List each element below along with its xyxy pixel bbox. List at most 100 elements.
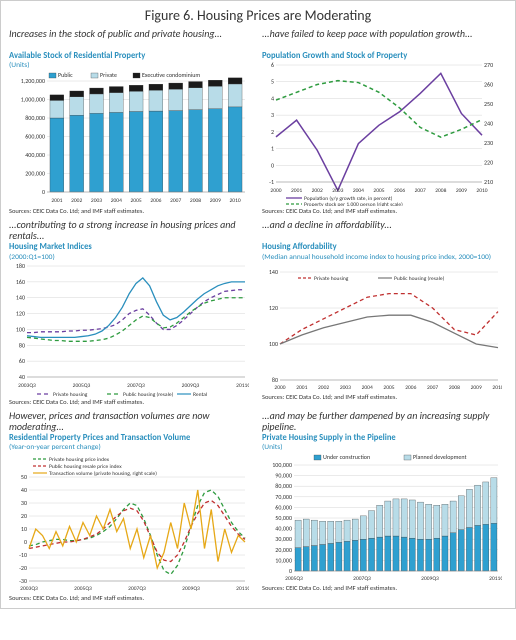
svg-text:2008: 2008 — [449, 385, 460, 391]
panel-4-source: Sources: CEIC Data Co. Ltd; and IMF staf… — [262, 393, 507, 401]
svg-text:2007Q3: 2007Q3 — [353, 576, 371, 582]
svg-text:0: 0 — [271, 162, 274, 170]
svg-text:2005: 2005 — [373, 188, 384, 194]
svg-text:2007Q3: 2007Q3 — [127, 383, 145, 389]
svg-text:2011Q3: 2011Q3 — [236, 383, 249, 389]
svg-text:Private: Private — [100, 71, 117, 79]
svg-text:80: 80 — [19, 341, 25, 349]
svg-text:2001: 2001 — [291, 188, 302, 194]
svg-text:2005: 2005 — [383, 385, 394, 391]
svg-text:2000: 2000 — [270, 188, 281, 194]
svg-text:260: 260 — [484, 81, 493, 89]
svg-text:160: 160 — [16, 278, 25, 286]
svg-text:2007Q3: 2007Q3 — [128, 586, 146, 592]
panel-3-title: Housing Market Indices(2000:Q1=100) — [9, 243, 254, 262]
svg-text:10: 10 — [21, 525, 27, 533]
svg-text:2005Q3: 2005Q3 — [285, 576, 303, 582]
svg-text:2002: 2002 — [71, 198, 82, 204]
svg-text:Private housing: Private housing — [53, 392, 88, 397]
svg-text:40: 40 — [19, 373, 25, 381]
figure-page: Figure 6. Housing Prices are Moderating … — [0, 0, 516, 609]
svg-text:5: 5 — [271, 78, 274, 86]
svg-text:600,000: 600,000 — [25, 132, 45, 140]
svg-text:180: 180 — [16, 262, 25, 270]
svg-text:100: 100 — [16, 325, 25, 333]
svg-text:Population (y/y growth rate, i: Population (y/y growth rate, in percent) — [304, 195, 393, 202]
svg-text:2006: 2006 — [394, 188, 405, 194]
svg-text:-10: -10 — [19, 551, 27, 559]
svg-text:2010: 2010 — [476, 188, 487, 194]
panel-6-caption: ...and may be further dampened by an inc… — [262, 410, 507, 432]
svg-text:2006: 2006 — [405, 385, 416, 391]
svg-text:250: 250 — [484, 100, 493, 108]
svg-text:400,000: 400,000 — [25, 151, 45, 159]
svg-text:-30: -30 — [19, 577, 27, 585]
chart-1-stacked-bar: 0200,000400,000600,000800,0001,000,0001,… — [9, 71, 249, 206]
svg-text:80,000: 80,000 — [275, 482, 292, 490]
svg-text:2007: 2007 — [427, 385, 438, 391]
panel-5-caption: However, prices and transaction volumes … — [9, 410, 254, 432]
svg-text:2002: 2002 — [318, 385, 329, 391]
svg-text:4: 4 — [271, 95, 274, 103]
svg-text:Under construction: Under construction — [323, 453, 370, 461]
svg-text:2009: 2009 — [471, 385, 482, 391]
svg-text:100,000: 100,000 — [272, 461, 292, 469]
svg-text:2004: 2004 — [111, 198, 122, 204]
svg-text:210: 210 — [484, 178, 493, 186]
panel-6: ...and may be further dampened by an inc… — [262, 410, 507, 602]
svg-text:30,000: 30,000 — [275, 535, 292, 543]
svg-text:60: 60 — [19, 357, 25, 365]
panel-2-caption: ...have failed to keep pace with populat… — [262, 28, 507, 50]
svg-text:50,000: 50,000 — [275, 514, 292, 522]
chart-6-stacked-bar: 010,00020,00030,00040,00050,00060,00070,… — [262, 453, 502, 583]
svg-text:10,000: 10,000 — [275, 556, 292, 564]
svg-text:-20: -20 — [19, 564, 27, 572]
svg-text:220: 220 — [484, 159, 493, 167]
panel-4: ...and a decline in affordability... Hou… — [262, 219, 507, 406]
svg-text:80: 80 — [272, 376, 278, 384]
panel-1-caption: Increases in the stock of public and pri… — [9, 28, 254, 50]
chart-5-lines: -30-20-10010203040502003Q32005Q32007Q320… — [9, 453, 249, 593]
panel-5-source: Sources: CEIC Data Co. Ltd; and IMF staf… — [9, 594, 254, 602]
svg-text:0: 0 — [24, 538, 27, 546]
panel-3-source: Sources: CEIC Data Co. Ltd; and IMF staf… — [9, 398, 254, 406]
svg-text:1,000,000: 1,000,000 — [21, 95, 45, 103]
svg-text:Private housing price index: Private housing price index — [49, 457, 110, 463]
svg-text:2003: 2003 — [91, 198, 102, 204]
svg-text:2006: 2006 — [150, 198, 161, 204]
svg-text:2: 2 — [271, 128, 274, 136]
svg-text:Public housing resale price in: Public housing resale price index — [49, 464, 122, 470]
svg-text:2001: 2001 — [296, 385, 307, 391]
svg-text:Transaction volume (private ho: Transaction volume (private housing, rig… — [49, 470, 157, 477]
svg-text:-1: -1 — [269, 178, 274, 186]
svg-text:90,000: 90,000 — [275, 471, 292, 479]
svg-text:230: 230 — [484, 139, 493, 147]
svg-text:240: 240 — [484, 120, 493, 128]
svg-text:2003: 2003 — [340, 385, 351, 391]
svg-text:2000: 2000 — [274, 385, 285, 391]
panel-3: ...contributing to a strong increase in … — [9, 219, 254, 406]
svg-text:140: 140 — [16, 294, 25, 302]
panel-2-source: Sources: CEIC Data Co. Ltd; and IMF staf… — [262, 207, 507, 215]
svg-text:Planned development: Planned development — [413, 453, 466, 461]
svg-text:1,200,000: 1,200,000 — [21, 77, 45, 85]
svg-text:2005: 2005 — [131, 198, 142, 204]
svg-text:2005Q3: 2005Q3 — [74, 586, 92, 592]
svg-text:Private housing: Private housing — [314, 276, 349, 282]
svg-text:Public: Public — [58, 71, 73, 79]
svg-text:0: 0 — [289, 567, 292, 575]
svg-text:2003Q3: 2003Q3 — [18, 383, 36, 389]
svg-text:2010: 2010 — [230, 198, 241, 204]
svg-text:2008: 2008 — [190, 198, 201, 204]
svg-text:2010: 2010 — [492, 385, 502, 391]
svg-text:2009: 2009 — [210, 198, 221, 204]
panel-6-title: Private Housing Supply in the Pipeline(U… — [262, 434, 507, 453]
svg-text:120: 120 — [16, 310, 25, 318]
svg-text:2001: 2001 — [51, 198, 62, 204]
svg-text:50: 50 — [21, 473, 27, 481]
svg-text:40: 40 — [21, 486, 27, 494]
svg-text:140: 140 — [269, 268, 278, 276]
panel-4-title: Housing Affordability(Median annual hous… — [262, 243, 507, 262]
panel-1-source: Sources: CEIC Data Co. Ltd; and IMF staf… — [9, 207, 254, 215]
panel-5: However, prices and transaction volumes … — [9, 410, 254, 602]
